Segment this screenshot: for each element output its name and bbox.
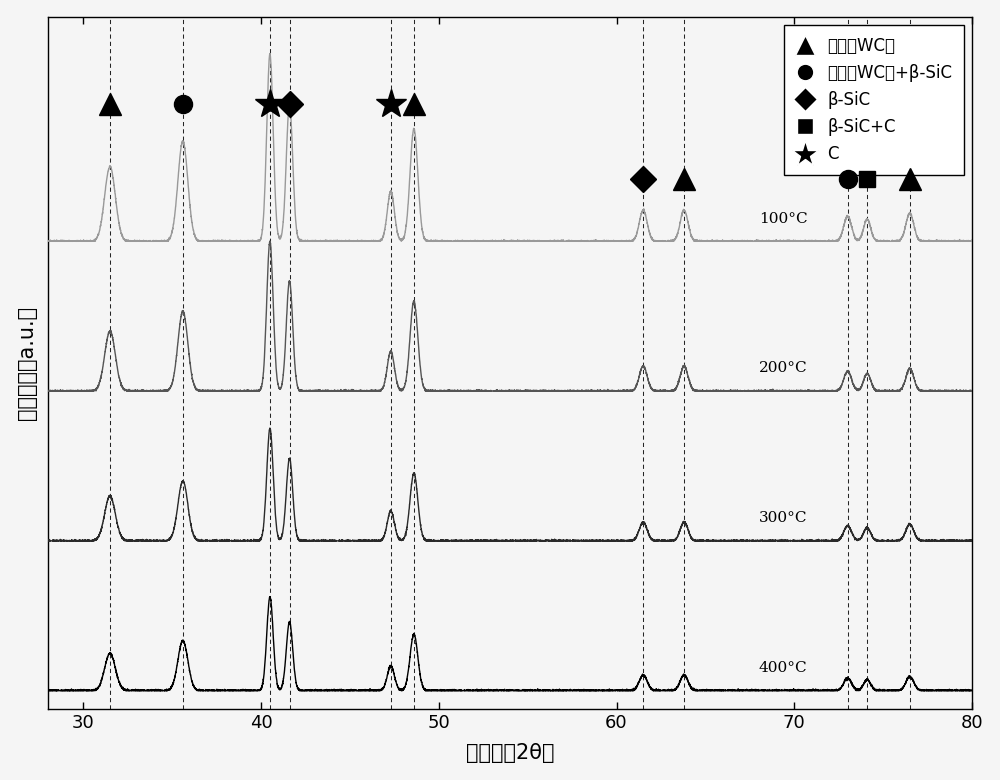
Y-axis label: 相对强度（a.u.）: 相对强度（a.u.） bbox=[17, 306, 37, 420]
Text: 300°C: 300°C bbox=[759, 511, 807, 525]
Legend: 基底（WC）, 基底（WC）+β-SiC, β-SiC, β-SiC+C, C: 基底（WC）, 基底（WC）+β-SiC, β-SiC, β-SiC+C, C bbox=[784, 25, 964, 175]
Text: 200°C: 200°C bbox=[759, 361, 807, 375]
X-axis label: 衰射角（2θ）: 衰射角（2θ） bbox=[466, 743, 554, 764]
Text: 400°C: 400°C bbox=[759, 661, 807, 675]
Text: 100°C: 100°C bbox=[759, 211, 807, 225]
